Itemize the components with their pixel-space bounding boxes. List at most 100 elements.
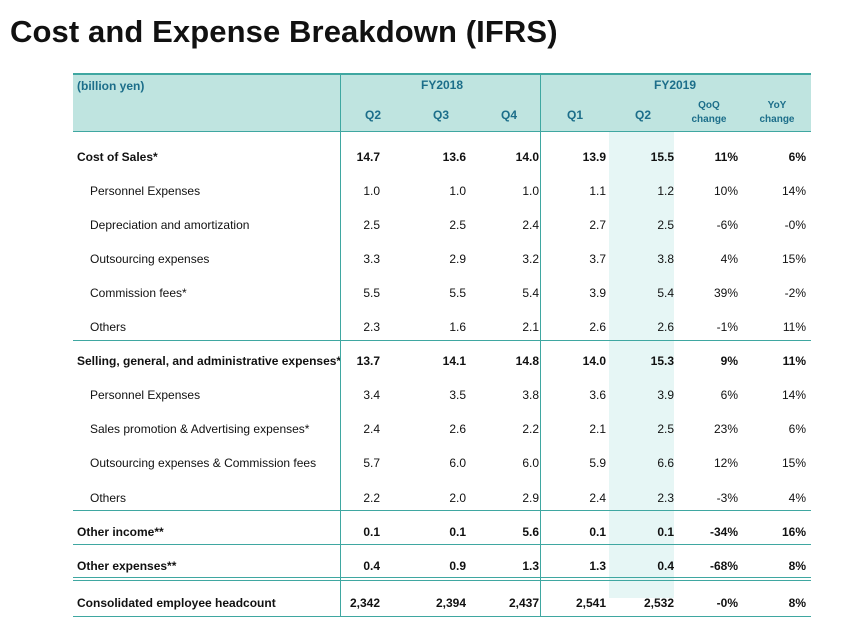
col-header-fy2018-q4: Q4	[500, 108, 517, 122]
column-divider	[540, 73, 541, 617]
row-label: Others	[90, 320, 127, 334]
table-cell: 3.9	[589, 286, 606, 300]
table-cell: 2,394	[435, 596, 466, 610]
table-cell: 2.6	[449, 422, 466, 436]
table-cell: 2.0	[449, 491, 466, 505]
row-label: Other expenses**	[77, 559, 177, 573]
table-cell: 13.9	[582, 150, 606, 164]
table-cell: 2.6	[589, 320, 606, 334]
table-cell: 1.3	[589, 559, 606, 573]
table-cell: 3.4	[363, 388, 380, 402]
row-label: Selling, general, and administrative exp…	[77, 354, 342, 368]
unit-label: (billion yen)	[77, 79, 145, 93]
table-cell: 2.4	[589, 491, 606, 505]
table-cell: 2.4	[522, 218, 539, 232]
table-cell: 3.3	[363, 252, 380, 266]
table-cell: 0.4	[657, 559, 674, 573]
col-header-qoq: QoQ change	[679, 99, 739, 127]
table-cell: 4%	[720, 252, 738, 266]
table-cell: 13.6	[442, 150, 466, 164]
table-cell: 2.7	[589, 218, 606, 232]
table-cell: 1.0	[449, 184, 466, 198]
group-header-fy2019: FY2019	[653, 78, 697, 92]
row-label: Outsourcing expenses	[90, 252, 210, 266]
table-cell: 6.0	[449, 456, 466, 470]
table-cell: 1.6	[449, 320, 466, 334]
table-cell: 2.3	[657, 491, 674, 505]
current-quarter-highlight	[609, 131, 674, 598]
table-cell: 14.7	[356, 150, 380, 164]
row-label: Personnel Expenses	[90, 184, 201, 198]
table-cell: 11%	[782, 320, 806, 334]
col-header-fy2019-q2: Q2	[634, 108, 651, 122]
table-cell: 15.3	[650, 354, 674, 368]
table-cell: 0.1	[589, 525, 606, 539]
row-divider	[73, 580, 811, 581]
col-header-fy2018-q3: Q3	[432, 108, 449, 122]
col-header-fy2019-q1: Q1	[566, 108, 583, 122]
row-label: Cost of Sales*	[77, 150, 158, 164]
table-cell: -6%	[716, 218, 738, 232]
table-cell: 14.0	[582, 354, 606, 368]
table-cell: 0.1	[449, 525, 466, 539]
table-cell: 0.4	[363, 559, 380, 573]
table-cell: 6.0	[522, 456, 539, 470]
table-cell: 14.1	[442, 354, 466, 368]
table-cell: 3.9	[657, 388, 674, 402]
row-divider	[73, 131, 811, 132]
table-cell: 1.1	[589, 184, 606, 198]
cost-expense-table: (billion yen) FY2018 FY2019 Q2 Q3 Q4 Q1 …	[73, 73, 811, 619]
table-cell: 2.5	[657, 422, 674, 436]
table-top-rule	[73, 73, 811, 75]
table-cell: 2.9	[449, 252, 466, 266]
table-cell: 3.5	[449, 388, 466, 402]
table-cell: 2.2	[363, 491, 380, 505]
table-cell: 1.3	[522, 559, 539, 573]
table-cell: 5.5	[449, 286, 466, 300]
table-cell: 5.4	[522, 286, 539, 300]
table-cell: -0%	[784, 218, 806, 232]
row-label: Personnel Expenses	[90, 388, 201, 402]
page-title: Cost and Expense Breakdown (IFRS)	[10, 14, 558, 49]
table-cell: 2.6	[657, 320, 674, 334]
table-header-band	[73, 73, 811, 131]
col-header-yoy-line1: YoY	[767, 100, 787, 111]
table-cell: -34%	[709, 525, 738, 539]
row-label: Commission fees*	[90, 286, 187, 300]
table-cell: 2,342	[349, 596, 380, 610]
row-label: Depreciation and amortization	[90, 218, 250, 232]
col-header-qoq-line1: QoQ	[698, 100, 720, 111]
table-cell: 2.2	[522, 422, 539, 436]
table-cell: 2.3	[363, 320, 380, 334]
row-label: Others	[90, 491, 127, 505]
group-header-fy2018: FY2018	[420, 78, 464, 92]
row-divider	[73, 340, 811, 341]
row-divider	[73, 510, 811, 511]
table-cell: 1.0	[363, 184, 380, 198]
table-cell: -3%	[716, 491, 738, 505]
table-cell: 3.7	[589, 252, 606, 266]
table-cell: 3.6	[589, 388, 606, 402]
table-cell: 39%	[713, 286, 738, 300]
table-cell: 2,541	[575, 596, 606, 610]
table-cell: 2,437	[508, 596, 539, 610]
table-cell: 4%	[788, 491, 806, 505]
table-cell: 0.9	[449, 559, 466, 573]
table-cell: 11%	[714, 150, 738, 164]
table-cell: 14.8	[515, 354, 539, 368]
table-cell: 3.2	[522, 252, 539, 266]
col-header-fy2018-q2: Q2	[364, 108, 381, 122]
col-header-yoy-line2: change	[759, 114, 795, 125]
table-cell: 8%	[788, 596, 806, 610]
table-cell: 1.2	[657, 184, 674, 198]
row-label: Outsourcing expenses & Commission fees	[90, 456, 317, 470]
table-cell: 5.5	[363, 286, 380, 300]
table-cell: 5.7	[363, 456, 380, 470]
table-cell: -1%	[716, 320, 738, 334]
table-cell: 15.5	[650, 150, 674, 164]
table-cell: 6%	[788, 150, 806, 164]
table-cell: 9%	[720, 354, 738, 368]
table-cell: 8%	[788, 559, 806, 573]
table-cell: 1.0	[522, 184, 539, 198]
table-cell: 6%	[720, 388, 738, 402]
